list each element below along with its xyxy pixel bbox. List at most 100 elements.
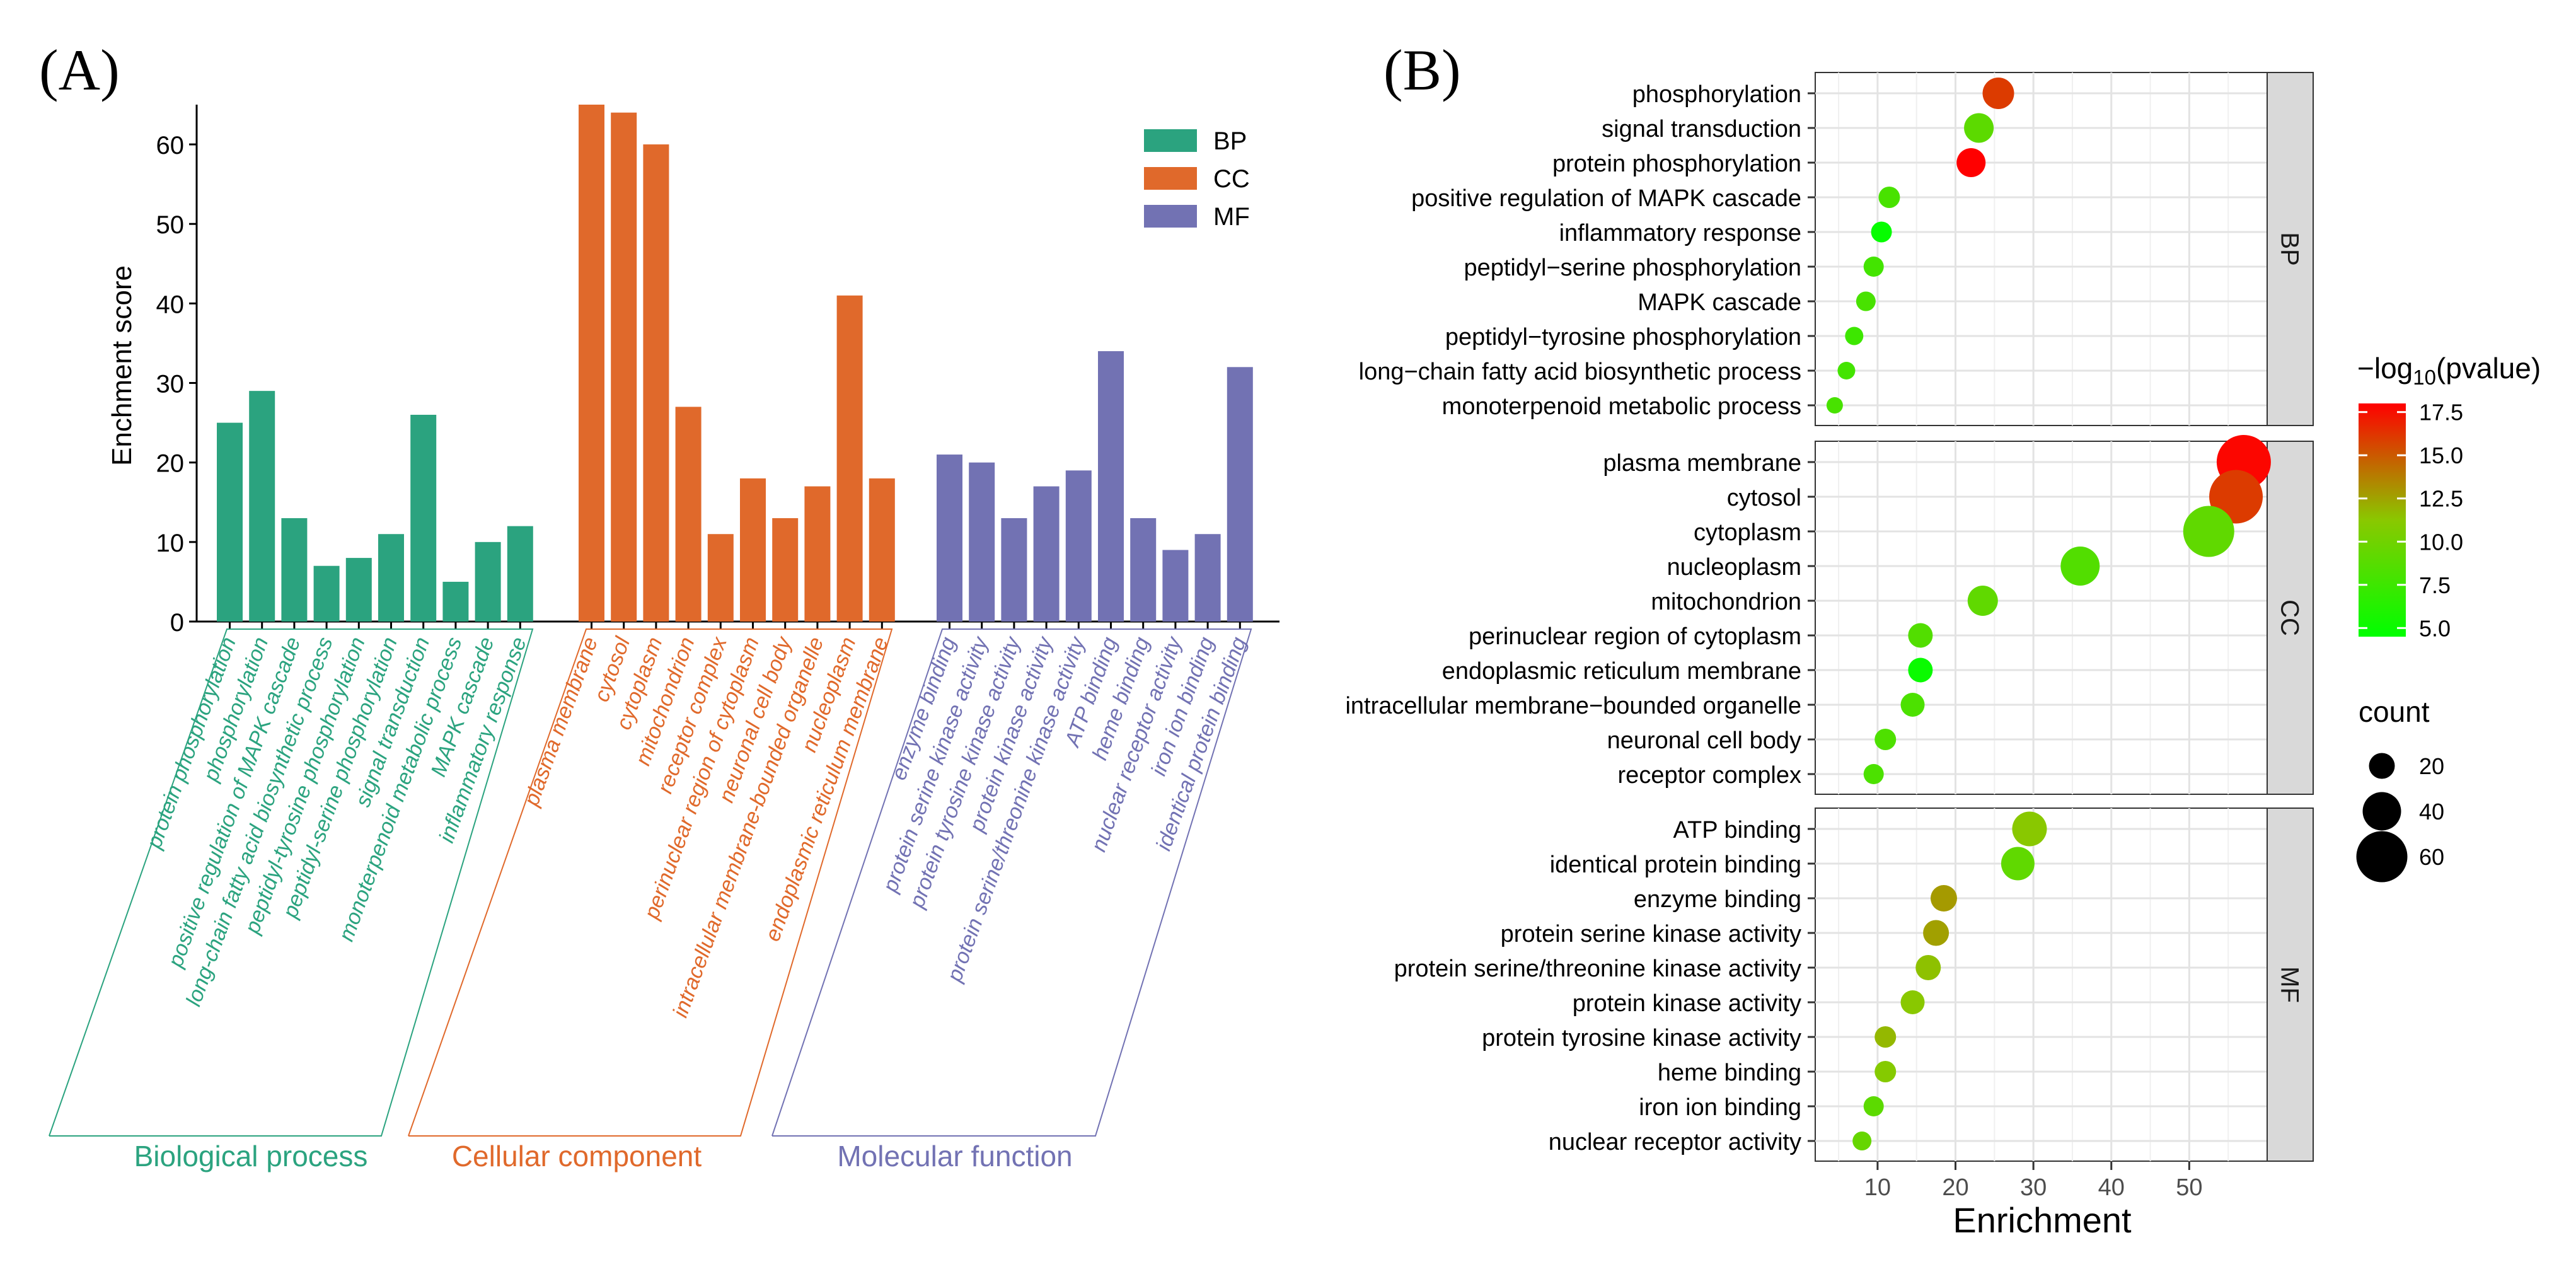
bar-mf-2 xyxy=(1001,518,1027,622)
bar-cc-2 xyxy=(643,144,669,622)
term-label: long−chain fatty acid biosynthetic proce… xyxy=(1359,359,1801,385)
term-label: protein tyrosine kinase activity xyxy=(1482,1025,1801,1051)
bar-y-axis: 0 10 20 30 40 50 60 xyxy=(156,105,1279,637)
bar-mf-9 xyxy=(1227,367,1253,622)
size-legend-dot xyxy=(2369,753,2395,779)
color-tick-label: 7.5 xyxy=(2419,572,2451,598)
bar-bp-1 xyxy=(249,391,275,622)
dot-mf-6 xyxy=(1874,1026,1897,1048)
dot-mf-2 xyxy=(1930,885,1957,912)
panel-b-label: (B) xyxy=(1383,38,1461,102)
color-legend-title: −log10(pvalue) xyxy=(2357,352,2541,389)
term-label: receptor complex xyxy=(1618,762,1801,789)
bar-mf-6 xyxy=(1130,518,1157,622)
color-legend: −log10(pvalue) 17.5 15.0 12.5 10.0 7.5 5.0 xyxy=(2357,352,2541,641)
dot-mf-7 xyxy=(1874,1061,1897,1082)
group-title-bp: Biological process xyxy=(134,1140,368,1172)
x-tick-label: 50 xyxy=(2176,1174,2202,1201)
term-label: heme binding xyxy=(1658,1060,1801,1086)
dot-bp-2 xyxy=(1956,148,1986,177)
bar-y-tick-label: 20 xyxy=(156,450,185,478)
x-tick-label: 40 xyxy=(2098,1174,2125,1201)
term-label: cytoplasm xyxy=(1694,519,1801,546)
size-legend: count 20 40 60 xyxy=(2356,695,2444,883)
bar-bp-2 xyxy=(281,518,308,622)
group-title-cc: Cellular component xyxy=(452,1140,702,1172)
bar-cc-8 xyxy=(836,295,863,622)
facet-cc: CC plasma membrane cytosol cytoplasm nucleop… xyxy=(1345,435,2314,795)
dot-bp-3 xyxy=(1878,187,1900,208)
bar-cc-3 xyxy=(675,407,702,622)
bar-y-tick-label: 60 xyxy=(156,132,185,159)
legend-swatch-cc xyxy=(1144,167,1197,190)
bar-y-tick-label: 10 xyxy=(156,530,185,557)
term-label: nucleoplasm xyxy=(1667,554,1801,581)
term-label: intracellular membrane−bounded organelle xyxy=(1345,693,1801,719)
term-label: protein serine kinase activity xyxy=(1501,921,1801,947)
size-legend-title: count xyxy=(2359,695,2430,728)
bar-mf-5 xyxy=(1098,351,1124,622)
color-legend-bar xyxy=(2359,403,2406,637)
dot-cc-5 xyxy=(1908,623,1933,648)
size-legend-label: 60 xyxy=(2419,844,2444,870)
size-legend-label: 20 xyxy=(2419,753,2444,779)
facet-strip-label: MF xyxy=(2276,966,2304,1003)
bracket-mf xyxy=(771,628,1252,1137)
bar-bp-8 xyxy=(475,541,501,622)
bar-bp-5 xyxy=(378,534,404,622)
dot-plot-panel: BP phosphorylation signal transduction prot… xyxy=(1345,72,2541,1240)
term-label: peptidyl−tyrosine phosphorylation xyxy=(1445,324,1801,350)
dot-cc-9 xyxy=(1863,764,1884,784)
term-label: ATP binding xyxy=(1673,817,1801,843)
term-label: phosphorylation xyxy=(1632,81,1801,108)
size-legend-dot xyxy=(2362,792,2401,831)
facet-bp: BP phosphorylation signal transduction prot… xyxy=(1359,72,2314,426)
facet-strip xyxy=(2267,808,2314,1162)
term-label: peptidyl−serine phosphorylation xyxy=(1464,255,1801,281)
bar-cc-9 xyxy=(869,478,895,622)
dot-bp-6 xyxy=(1856,291,1876,311)
group-brackets: Biological process Cellular component Mole… xyxy=(49,628,1252,1172)
bar-y-tick-label: 0 xyxy=(170,609,184,637)
facet-panel xyxy=(1815,72,2268,426)
bar-mf-1 xyxy=(969,462,995,622)
dot-mf-1 xyxy=(2001,847,2035,881)
bar-cc-1 xyxy=(611,112,637,622)
term-label: enzyme binding xyxy=(1634,886,1801,913)
term-label: nuclear receptor activity xyxy=(1549,1129,1801,1155)
facet-strip-label: CC xyxy=(2276,599,2304,636)
bar-mf-0 xyxy=(937,454,962,622)
bar-bp-4 xyxy=(345,558,372,622)
color-legend-ticks: 17.5 15.0 12.5 10.0 7.5 5.0 xyxy=(2359,400,2463,641)
bar-series xyxy=(217,105,1253,629)
bar-y-tick-label: 40 xyxy=(156,291,185,318)
facet-mf: MF ATP binding identical protein binding en… xyxy=(1394,808,2314,1162)
dot-bp-9 xyxy=(1826,397,1843,414)
bar-mf-8 xyxy=(1194,534,1221,622)
bar-legend: BP CC MF xyxy=(1144,127,1250,231)
legend-label-mf: MF xyxy=(1213,203,1250,231)
bar-bp-6 xyxy=(410,415,437,622)
dot-cc-4 xyxy=(1967,586,1998,616)
dot-x-axis-label: Enrichment xyxy=(1953,1200,2132,1240)
dot-bp-0 xyxy=(1982,78,2014,109)
dot-bp-1 xyxy=(1964,113,1994,143)
term-label: identical protein binding xyxy=(1550,852,1801,878)
dot-cc-8 xyxy=(1874,729,1897,750)
bracket-bp xyxy=(49,628,534,1137)
size-legend-dot xyxy=(2356,831,2408,883)
term-label: signal transduction xyxy=(1602,116,1801,142)
size-legend-items: 20 40 60 xyxy=(2356,753,2444,883)
dot-bp-4 xyxy=(1871,221,1892,243)
facet-panel xyxy=(1815,808,2268,1162)
dot-bp-7 xyxy=(1845,327,1864,345)
legend-label-bp: BP xyxy=(1213,127,1247,155)
term-label: monoterpenoid metabolic process xyxy=(1442,393,1801,420)
bar-mf-4 xyxy=(1065,470,1092,622)
legend-swatch-bp xyxy=(1144,129,1197,152)
bar-cc-7 xyxy=(804,486,831,622)
facet-strip xyxy=(2267,72,2314,426)
term-label: protein kinase activity xyxy=(1573,990,1801,1017)
color-tick-label: 12.5 xyxy=(2419,486,2463,512)
term-label: protein serine/threonine kinase activity xyxy=(1394,956,1801,982)
